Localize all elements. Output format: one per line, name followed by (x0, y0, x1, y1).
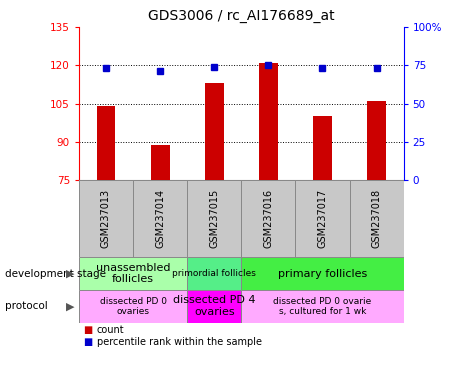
Bar (241, 257, 404, 290)
Bar (79, 257, 187, 290)
Text: GSM237018: GSM237018 (372, 189, 382, 248)
Text: GSM237017: GSM237017 (318, 189, 327, 248)
Text: GSM237015: GSM237015 (209, 189, 219, 248)
Bar (295, 180, 350, 257)
Text: count: count (97, 325, 124, 335)
Bar (187, 290, 241, 323)
Text: primary follicles: primary follicles (278, 268, 367, 279)
Text: ▶: ▶ (66, 268, 74, 279)
Bar (187, 180, 241, 257)
Bar (187, 257, 241, 290)
Bar (241, 290, 404, 323)
Text: percentile rank within the sample: percentile rank within the sample (97, 337, 262, 347)
Text: development stage: development stage (5, 268, 106, 279)
Bar (151, 145, 170, 180)
Bar (79, 180, 133, 257)
Text: GSM237013: GSM237013 (101, 189, 111, 248)
Text: ▶: ▶ (66, 301, 74, 311)
Title: GDS3006 / rc_AI176689_at: GDS3006 / rc_AI176689_at (148, 9, 335, 23)
Text: dissected PD 0
ovaries: dissected PD 0 ovaries (100, 296, 166, 316)
Bar (350, 180, 404, 257)
Text: dissected PD 4
ovaries: dissected PD 4 ovaries (173, 295, 255, 317)
Bar (259, 63, 278, 180)
Text: dissected PD 0 ovarie
s, cultured for 1 wk: dissected PD 0 ovarie s, cultured for 1 … (273, 296, 372, 316)
Bar (241, 180, 295, 257)
Text: primordial follicles: primordial follicles (172, 269, 256, 278)
Text: unassembled
follicles: unassembled follicles (96, 263, 170, 285)
Bar (97, 106, 115, 180)
Bar (205, 83, 224, 180)
Text: ■: ■ (83, 325, 93, 335)
Text: GSM237014: GSM237014 (155, 189, 165, 248)
Text: ■: ■ (83, 337, 93, 347)
Bar (313, 116, 332, 180)
Bar (133, 180, 187, 257)
Bar (79, 290, 187, 323)
Text: GSM237016: GSM237016 (263, 189, 273, 248)
Text: protocol: protocol (5, 301, 47, 311)
Bar (367, 101, 386, 180)
